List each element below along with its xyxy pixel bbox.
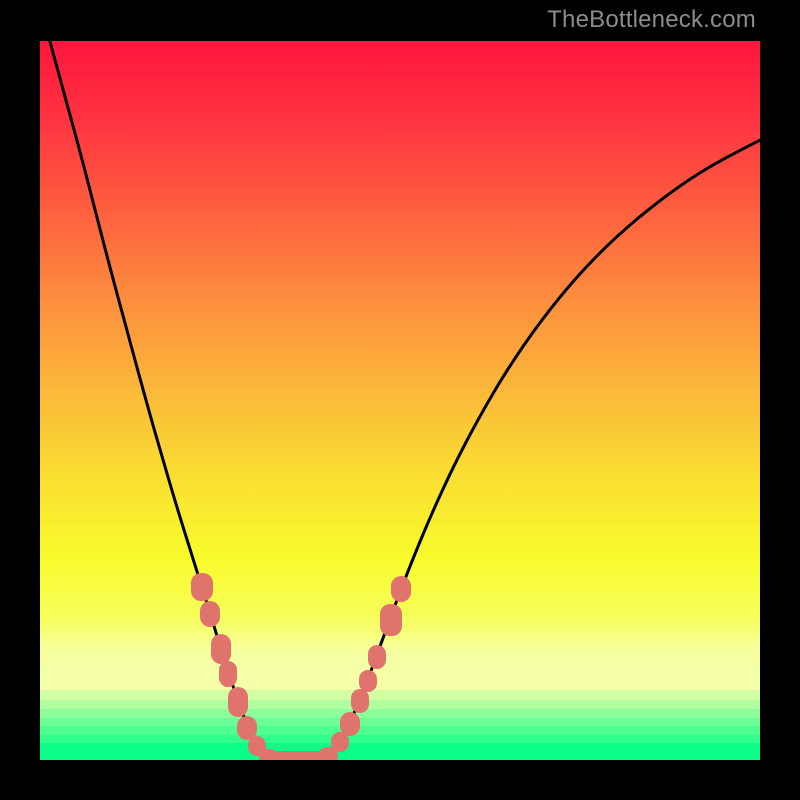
curve-marker [380,604,402,636]
curve-marker [200,601,220,627]
curve-marker [351,689,369,713]
curve-marker [219,661,237,687]
curve-marker [359,670,377,692]
curve-marker [340,712,360,736]
plot-area [40,41,760,760]
watermark-text: TheBottleneck.com [547,6,756,34]
curve-marker [228,687,248,717]
frame-right [760,0,800,800]
frame-left [0,0,40,800]
frame-bottom [0,760,800,800]
curve-marker [368,645,386,669]
v-curve [40,41,760,760]
curve-marker [191,573,213,601]
curve-marker [391,576,411,602]
curve-marker [211,634,231,664]
chart-stage: TheBottleneck.com [0,0,800,800]
